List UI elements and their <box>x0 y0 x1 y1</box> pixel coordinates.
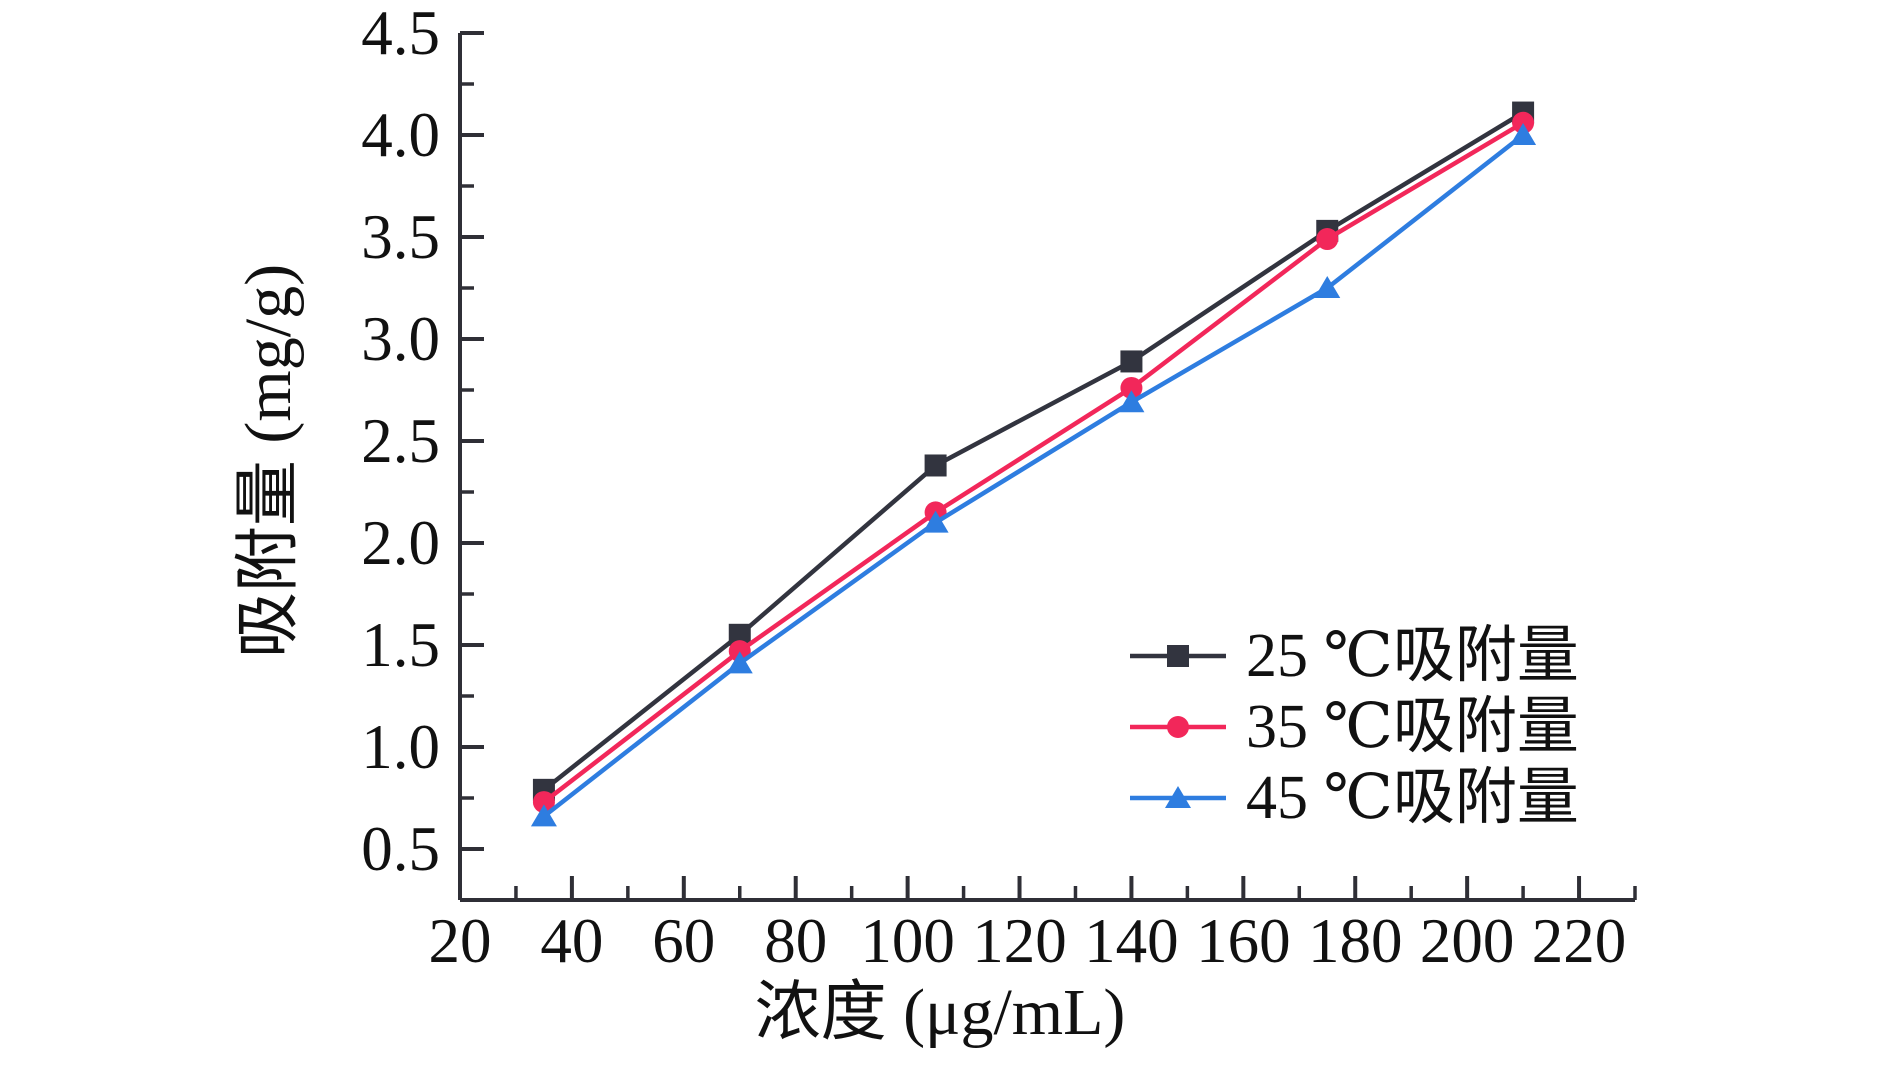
x-tick-label: 60 <box>652 906 715 976</box>
circle-marker <box>532 791 555 814</box>
x-tick-label: 40 <box>540 906 603 976</box>
circle-marker <box>1316 228 1339 251</box>
y-tick-label: 3.0 <box>361 304 440 374</box>
triangle-marker <box>726 651 753 674</box>
triangle-marker <box>530 804 557 827</box>
x-tick-label: 180 <box>1308 906 1403 976</box>
triangle-marker <box>1118 390 1145 413</box>
legend-key-icon <box>1130 644 1226 667</box>
y-tick-label: 0.5 <box>361 814 440 884</box>
legend-row: 25 ℃吸附量 <box>1128 620 1579 691</box>
legend-label: 45 ℃吸附量 <box>1246 763 1579 832</box>
y-tick-label: 4.0 <box>361 100 440 170</box>
series-line <box>542 133 1525 819</box>
legend-key-icon <box>1130 785 1226 808</box>
x-tick-label: 100 <box>860 906 955 976</box>
y-tick-label: 4.5 <box>361 0 440 68</box>
x-tick-label: 140 <box>1084 906 1179 976</box>
x-axis-title: 浓度 (μg/mL) <box>754 976 1126 1049</box>
y-tick-label: 1.5 <box>361 610 440 680</box>
legend-label: 35 ℃吸附量 <box>1246 692 1579 761</box>
legend: 25 ℃吸附量 35 ℃吸附量 45 ℃吸附量 <box>1128 620 1579 833</box>
y-tick-label: 2.5 <box>361 406 440 476</box>
square-marker <box>1167 644 1189 667</box>
series-line <box>542 110 1525 792</box>
legend-row: 45 ℃吸附量 <box>1128 762 1579 833</box>
x-tick-label: 120 <box>972 906 1067 976</box>
x-tick-label: 160 <box>1196 906 1291 976</box>
y-tick-label: 3.5 <box>361 202 440 272</box>
x-tick-label: 20 <box>429 906 492 976</box>
triangle-marker <box>922 510 949 533</box>
y-tick-label: 1.0 <box>361 712 440 782</box>
circle-marker <box>1120 376 1143 399</box>
triangle-marker <box>1510 123 1537 145</box>
circle-marker <box>1512 111 1535 134</box>
y-axis-title: 吸附量 (mg/g) <box>232 263 305 659</box>
triangle-marker <box>1314 276 1341 298</box>
legend-label: 25 ℃吸附量 <box>1246 621 1579 690</box>
square-marker <box>1120 350 1143 373</box>
x-tick-label: 220 <box>1532 906 1627 976</box>
circle-marker <box>728 640 751 663</box>
x-tick-label: 80 <box>764 906 827 976</box>
square-marker <box>924 454 947 477</box>
legend-key-icon <box>1130 715 1226 738</box>
x-tick-label: 200 <box>1420 906 1515 976</box>
square-marker <box>728 623 751 646</box>
legend-row: 35 ℃吸附量 <box>1128 691 1579 762</box>
circle-marker <box>1167 715 1189 738</box>
series-line <box>542 120 1525 804</box>
triangle-marker <box>1165 785 1191 808</box>
y-tick-label: 2.0 <box>361 508 440 578</box>
